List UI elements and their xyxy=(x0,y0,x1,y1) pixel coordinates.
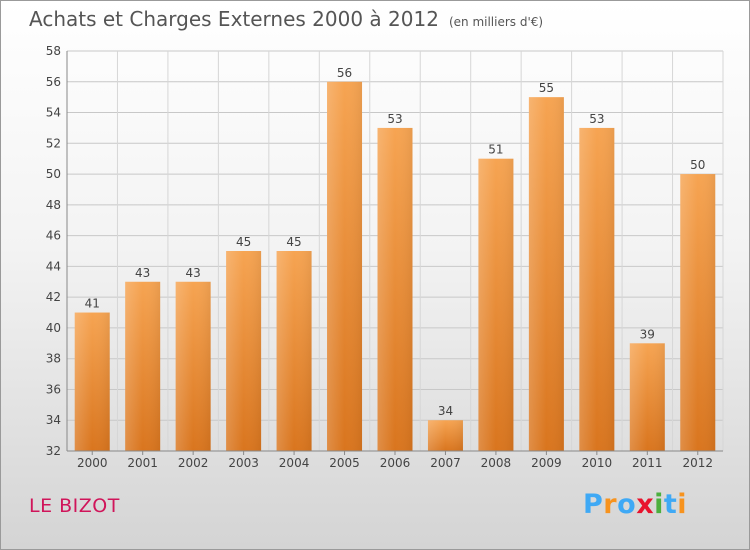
y-tick-label: 52 xyxy=(46,136,61,150)
y-tick-label: 48 xyxy=(46,198,61,212)
bar-value-label: 34 xyxy=(438,404,453,418)
y-tick-label: 44 xyxy=(46,259,61,273)
x-tick-label: 2002 xyxy=(178,456,209,470)
bar-value-label: 39 xyxy=(640,327,655,341)
x-axis: 2000 2001 2002 2003 2004 2005 2006 2007 2008 2009… xyxy=(67,450,723,470)
bar-shine xyxy=(377,127,413,451)
bar-shine xyxy=(528,97,564,452)
bar-shine xyxy=(226,251,262,451)
bar-value-label: 55 xyxy=(539,81,554,95)
logo-letter: i xyxy=(654,489,664,520)
x-tick-label: 2011 xyxy=(632,456,663,470)
x-tick-label: 2010 xyxy=(582,456,613,470)
bar-value-label: 43 xyxy=(186,266,201,280)
x-tick-label: 2000 xyxy=(77,456,108,470)
y-tick-label: 54 xyxy=(46,106,61,120)
location-name: LE BIZOT xyxy=(29,495,120,517)
bar-shine xyxy=(680,174,716,452)
x-tick-label: 2004 xyxy=(279,456,310,470)
chart-title: Achats et Charges Externes 2000 à 2012 xyxy=(29,7,439,31)
logo-letter: t xyxy=(663,489,678,520)
bar-value-label: 43 xyxy=(135,266,150,280)
y-tick-label: 42 xyxy=(46,290,61,304)
bar-shine xyxy=(327,81,363,452)
y-tick-label: 32 xyxy=(46,444,61,458)
bar-shine xyxy=(175,281,211,451)
y-tick-label: 50 xyxy=(46,167,61,181)
x-tick-label: 2007 xyxy=(430,456,461,470)
chart-unit: (en milliers d'€) xyxy=(448,15,544,29)
proxiti-logo: Proxiti xyxy=(583,489,687,520)
logo-letter: r xyxy=(603,489,618,520)
bar-value-label: 41 xyxy=(85,297,100,311)
bar-shine xyxy=(478,158,514,451)
bar-value-label: 45 xyxy=(236,235,251,249)
y-tick-label: 40 xyxy=(46,321,61,335)
y-tick-label: 56 xyxy=(46,75,61,89)
bar-shine xyxy=(276,251,312,451)
y-tick-label: 34 xyxy=(46,413,61,427)
y-axis: 32 34 36 38 40 42 44 46 48 50 52 54 56 58 xyxy=(46,44,68,458)
bar-shine xyxy=(579,127,615,451)
x-tick-label: 2001 xyxy=(127,456,158,470)
bar-value-label: 56 xyxy=(337,66,352,80)
logo-letter: P xyxy=(583,489,604,520)
logo-letter: i xyxy=(677,489,688,520)
y-tick-label: 58 xyxy=(46,44,61,58)
x-tick-label: 2012 xyxy=(682,456,713,470)
y-tick-label: 38 xyxy=(46,352,61,366)
bar-shine xyxy=(427,420,463,451)
chart-title-block: Achats et Charges Externes 2000 à 2012 (e… xyxy=(29,7,543,31)
x-tick-label: 2009 xyxy=(531,456,562,470)
x-tick-label: 2006 xyxy=(380,456,411,470)
logo-letter: x xyxy=(636,489,655,520)
bar-value-label: 53 xyxy=(387,112,402,126)
x-tick-label: 2005 xyxy=(329,456,360,470)
bar-shine xyxy=(125,281,161,451)
x-tick-label: 2008 xyxy=(481,456,512,470)
bar-shine xyxy=(629,343,665,451)
y-tick-label: 36 xyxy=(46,382,61,396)
x-tick-label: 2003 xyxy=(228,456,259,470)
y-tick-label: 46 xyxy=(46,229,61,243)
logo-letter: o xyxy=(617,489,637,520)
bar-value-label: 45 xyxy=(286,235,301,249)
bar-value-label: 53 xyxy=(589,112,604,126)
bar-shine xyxy=(74,312,110,451)
bars: 41 43 43 45 45 56 53 34 51 55 53 39 50 xyxy=(74,66,716,452)
bar-value-label: 51 xyxy=(488,143,503,157)
bar-value-label: 50 xyxy=(690,158,705,172)
